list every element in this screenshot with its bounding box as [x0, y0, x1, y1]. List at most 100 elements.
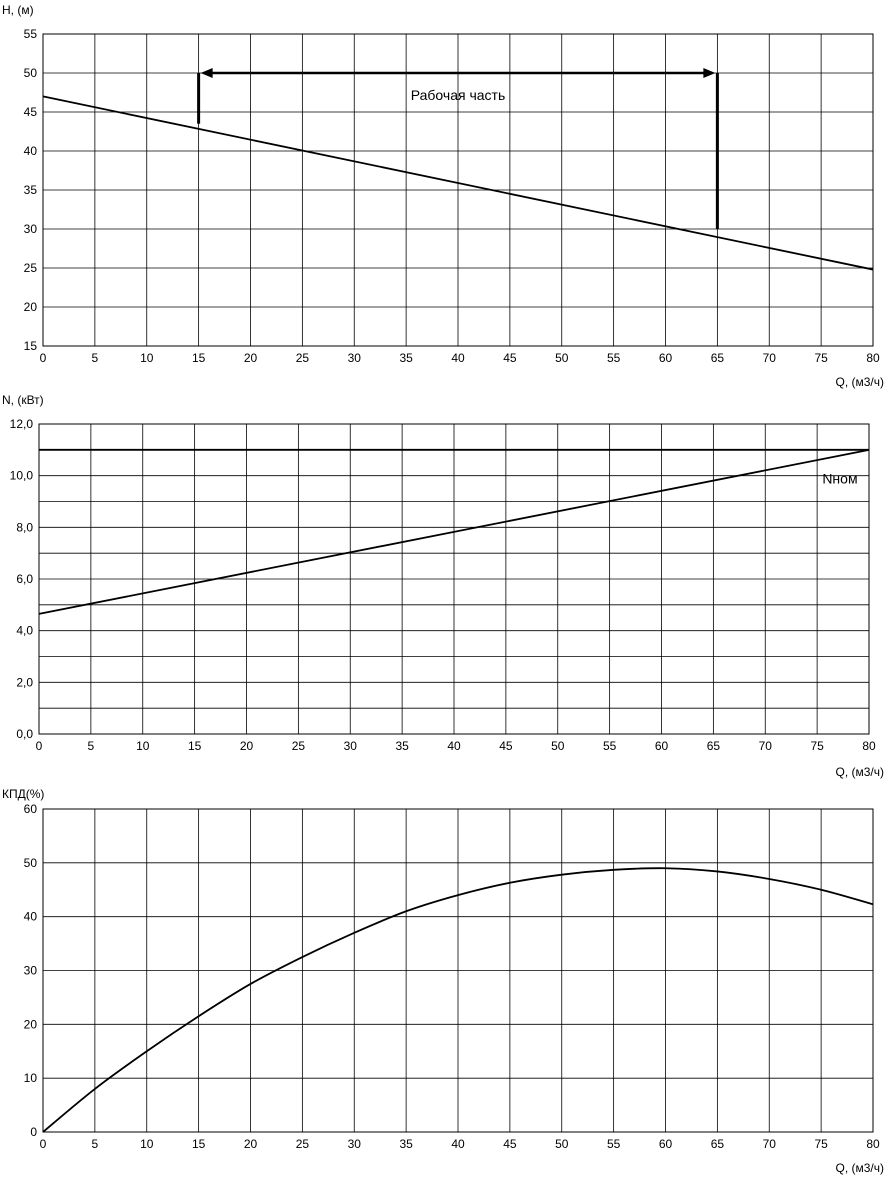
efficiency-chart: КПД(%) Q, (м3/ч) 0 5 10 15 20 25 30 35 40 45 50 55 6… — [2, 787, 884, 1175]
x-tick-label: 35 — [399, 351, 413, 365]
y-tick-label: 0,0 — [16, 727, 33, 741]
efficiency-grid — [42, 808, 874, 1133]
x-tick-label: 70 — [763, 1137, 777, 1151]
x-tick-label: 80 — [866, 351, 880, 365]
x-tick-label: 10 — [136, 739, 150, 753]
x-tick-label: 5 — [88, 739, 95, 753]
nominal-power-label: Nном — [822, 470, 857, 486]
y-tick-label: 6,0 — [16, 572, 33, 586]
x-tick-label: 45 — [503, 1137, 517, 1151]
y-tick-label: 4,0 — [16, 624, 33, 638]
x-tick-label: 0 — [40, 1137, 47, 1151]
y-tick-label: 8,0 — [16, 520, 33, 534]
y-tick-label: 35 — [24, 183, 38, 197]
power-grid — [38, 423, 870, 735]
x-tick-label: 40 — [451, 351, 465, 365]
x-tick-label: 25 — [292, 739, 306, 753]
arrow-head-left — [200, 68, 213, 78]
x-tick-label: 10 — [140, 1137, 154, 1151]
y-tick-label: 55 — [24, 27, 38, 41]
x-tick-label: 40 — [451, 1137, 465, 1151]
x-tick-label: 10 — [140, 351, 154, 365]
y-tick-label: 40 — [24, 144, 38, 158]
x-tick-label: 50 — [555, 1137, 569, 1151]
y-tick-label: 20 — [24, 1017, 38, 1031]
head-chart: H, (м) Q, (м3/ч) 0 5 10 15 20 25 30 35 40 45 50 55 6… — [2, 3, 884, 389]
x-tick-label: 45 — [499, 739, 513, 753]
x-tick-label: 0 — [36, 739, 43, 753]
head-x-axis-title: Q, (м3/ч) — [835, 375, 884, 389]
y-tick-label: 20 — [24, 300, 38, 314]
y-tick-label: 50 — [24, 66, 38, 80]
x-tick-label: 30 — [348, 351, 362, 365]
y-tick-label: 10,0 — [10, 469, 34, 483]
series-line — [42, 95, 874, 271]
efficiency-tick-labels: 0 5 10 15 20 25 30 35 40 45 50 55 60 65 70 75 80 0 10 20 30 4… — [24, 802, 880, 1151]
y-tick-label: 25 — [24, 261, 38, 275]
plot-frame — [42, 808, 874, 1133]
x-tick-label: 15 — [192, 351, 206, 365]
x-tick-label: 25 — [296, 1137, 310, 1151]
plot-frame — [38, 423, 870, 735]
power-y-axis-title: N, (кВт) — [2, 393, 44, 407]
efficiency-series — [42, 867, 874, 1133]
power-tick-labels: 0 5 10 15 20 25 30 35 40 45 50 55 60 65 70 75 80 0,0 2,0 4,… — [10, 417, 876, 753]
x-tick-label: 15 — [192, 1137, 206, 1151]
x-tick-label: 20 — [240, 739, 254, 753]
power-chart: N, (кВт) Q, (м3/ч) 0 5 10 15 20 25 30 35 40 45 50 5… — [2, 393, 884, 779]
x-tick-label: 35 — [399, 1137, 413, 1151]
x-tick-label: 80 — [866, 1137, 880, 1151]
y-tick-label: 40 — [24, 910, 38, 924]
x-tick-label: 35 — [395, 739, 409, 753]
x-tick-label: 55 — [607, 1137, 621, 1151]
x-tick-label: 65 — [707, 739, 721, 753]
y-tick-label: 50 — [24, 856, 38, 870]
x-tick-label: 55 — [607, 351, 621, 365]
y-tick-label: 10 — [24, 1071, 38, 1085]
x-tick-label: 75 — [814, 1137, 828, 1151]
y-tick-label: 15 — [24, 339, 38, 353]
x-tick-label: 65 — [711, 1137, 725, 1151]
head-y-axis-title: H, (м) — [2, 3, 34, 17]
efficiency-y-axis-title: КПД(%) — [2, 787, 44, 801]
power-x-axis-title: Q, (м3/ч) — [835, 765, 884, 779]
y-tick-label: 12,0 — [10, 417, 34, 431]
x-tick-label: 15 — [188, 739, 202, 753]
y-tick-label: 2,0 — [16, 675, 33, 689]
x-tick-label: 20 — [244, 1137, 258, 1151]
x-tick-label: 80 — [862, 739, 876, 753]
x-tick-label: 30 — [348, 1137, 362, 1151]
head-series — [42, 95, 874, 271]
series-line — [42, 867, 874, 1133]
power-series — [38, 448, 870, 615]
y-tick-label: 45 — [24, 105, 38, 119]
y-tick-label: 30 — [24, 964, 38, 978]
x-tick-label: 65 — [711, 351, 725, 365]
x-tick-label: 30 — [344, 739, 358, 753]
x-tick-label: 0 — [40, 351, 47, 365]
x-tick-label: 5 — [92, 351, 99, 365]
y-tick-label: 30 — [24, 222, 38, 236]
x-tick-label: 55 — [603, 739, 617, 753]
x-tick-label: 70 — [763, 351, 777, 365]
y-tick-label: 60 — [24, 802, 38, 816]
x-tick-label: 20 — [244, 351, 258, 365]
x-tick-label: 60 — [659, 1137, 673, 1151]
x-tick-label: 25 — [296, 351, 310, 365]
x-tick-label: 5 — [92, 1137, 99, 1151]
series-line — [38, 448, 870, 615]
efficiency-x-axis-title: Q, (м3/ч) — [835, 1161, 884, 1175]
x-tick-label: 60 — [659, 351, 673, 365]
head-grid — [42, 33, 874, 347]
x-tick-label: 60 — [655, 739, 669, 753]
x-tick-label: 50 — [551, 739, 565, 753]
y-tick-label: 0 — [30, 1125, 37, 1139]
head-tick-labels: 0 5 10 15 20 25 30 35 40 45 50 55 60 65 70 75 80 15 20 25 30… — [24, 27, 880, 365]
x-tick-label: 75 — [810, 739, 824, 753]
arrow-head-right — [703, 68, 716, 78]
x-tick-label: 45 — [503, 351, 517, 365]
x-tick-label: 70 — [759, 739, 773, 753]
x-tick-label: 50 — [555, 351, 569, 365]
working-range-annotation: Рабочая часть — [197, 68, 719, 229]
